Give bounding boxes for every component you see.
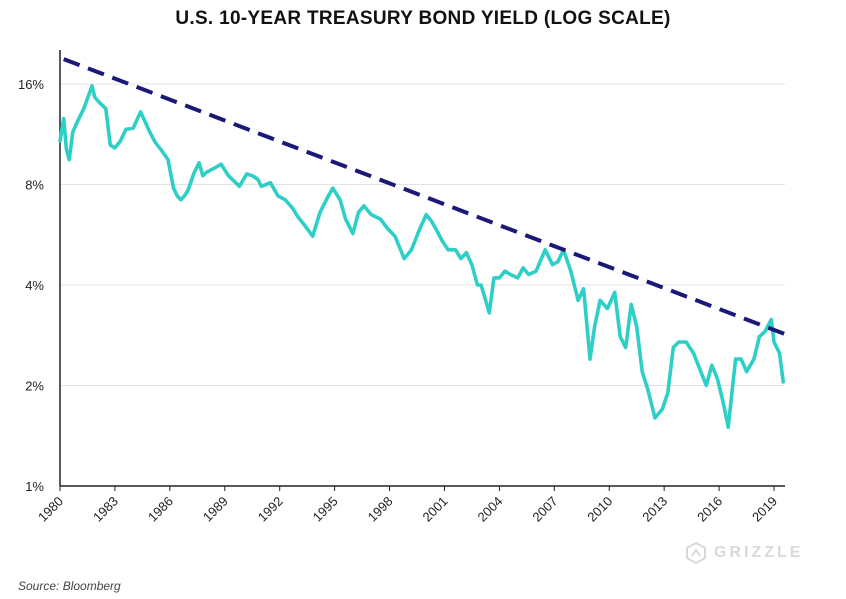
brand-name: GRIZZLE: [714, 544, 804, 561]
x-tick-label: 1992: [255, 494, 286, 525]
y-tick-label: 4%: [25, 278, 44, 293]
axes: [59, 50, 785, 487]
x-tick-label: 2010: [584, 494, 615, 525]
x-axis-ticks: 1980 1983 1986 1989 1992 1995 1998 2001 2004 2007…: [35, 486, 780, 525]
x-tick-label: 1986: [145, 494, 176, 525]
chart-title: U.S. 10-YEAR TREASURY BOND YIELD (LOG SC…: [175, 8, 671, 29]
x-tick-label: 1989: [200, 494, 231, 525]
x-tick-label: 2013: [639, 494, 670, 525]
gridlines: [60, 83, 785, 386]
grizzle-logo-icon: [686, 541, 706, 565]
yield-series-line: [58, 84, 786, 430]
y-tick-label: 8%: [25, 178, 44, 193]
x-tick-label: 2007: [529, 494, 560, 525]
x-tick-label: 2019: [749, 494, 780, 525]
y-tick-label: 2%: [25, 379, 44, 394]
series-group: [58, 57, 786, 430]
brand-watermark: GRIZZLE: [684, 541, 803, 565]
x-tick-label: 1983: [90, 494, 121, 525]
x-tick-label: 1998: [365, 494, 396, 525]
x-tick-label: 2004: [474, 494, 505, 525]
x-tick-label: 1980: [35, 494, 66, 525]
y-axis-ticks: 1% 2% 4% 8% 16%: [18, 77, 44, 494]
x-tick-label: 2016: [694, 494, 725, 525]
y-tick-label: 1%: [25, 479, 44, 494]
x-tick-label: 2001: [420, 494, 451, 525]
x-tick-label: 1995: [310, 494, 341, 525]
y-tick-label: 16%: [18, 77, 44, 92]
trend-series-line: [62, 57, 786, 336]
source-note: Source: Bloomberg: [18, 579, 121, 593]
